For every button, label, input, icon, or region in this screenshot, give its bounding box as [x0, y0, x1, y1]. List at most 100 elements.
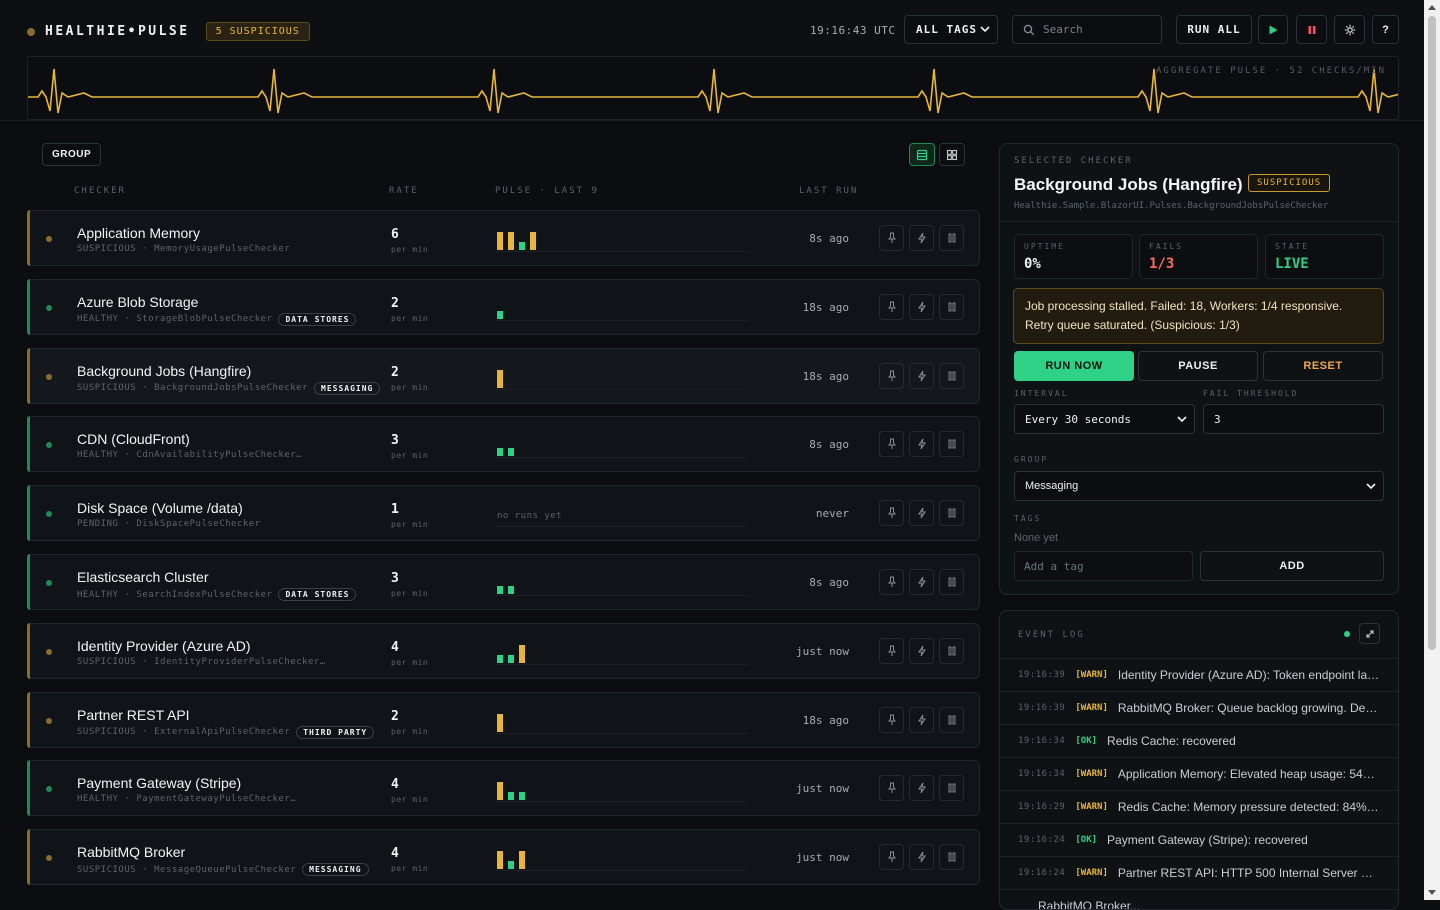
pause-icon [948, 783, 955, 793]
pause-checker-button[interactable] [939, 637, 964, 664]
help-button[interactable]: ? [1372, 15, 1399, 44]
checker-class: BackgroundJobsPulseChecker [154, 383, 308, 394]
scroll-down-arrow-icon[interactable] [1428, 890, 1436, 895]
checker-row[interactable]: Application Memory SUSPICIOUS · MemoryUsa… [27, 210, 980, 266]
pin-button[interactable] [879, 431, 904, 458]
pause-checker-button[interactable] [939, 706, 964, 733]
pin-button[interactable] [879, 293, 904, 320]
checker-meta: SUSPICIOUS · BackgroundJobsPulseChecker ME… [77, 381, 381, 395]
pause-checker-button[interactable] [939, 362, 964, 389]
interval-select[interactable]: Every 30 seconds [1014, 404, 1195, 434]
suspicious-count-badge[interactable]: 5 SUSPICIOUS [205, 22, 310, 41]
checker-row[interactable]: Partner REST API SUSPICIOUS · ExternalApi… [27, 691, 980, 748]
pin-button[interactable] [879, 844, 904, 871]
checker-row[interactable]: Disk Space (Volume /data) PENDING · DiskS… [27, 485, 980, 542]
run-checker-button[interactable] [909, 225, 934, 251]
pause-checker-button[interactable] [939, 293, 964, 320]
checker-status: SUSPICIOUS [77, 727, 137, 738]
pause-checker-button[interactable] [939, 431, 964, 458]
group-chip[interactable]: DATA STORES [278, 312, 357, 326]
add-tag-input[interactable] [1024, 559, 1184, 573]
event-log-row: 19:16:24 [OK] Payment Gateway (Stripe): … [1000, 823, 1398, 856]
list-view-toggle[interactable] [909, 143, 935, 166]
run-all-button[interactable]: RUN ALL [1176, 15, 1252, 44]
checker-row[interactable]: CDN (CloudFront) HEALTHY · CdnAvailabilit… [27, 416, 980, 473]
add-tag-field[interactable] [1014, 551, 1193, 581]
page-scrollbar[interactable] [1424, 0, 1440, 900]
pin-button[interactable] [879, 225, 904, 251]
list-view-icon [916, 149, 928, 160]
run-checker-button[interactable] [909, 293, 934, 320]
search-input[interactable] [1043, 23, 1153, 36]
checker-row[interactable]: Identity Provider (Azure AD) SUSPICIOUS ·… [27, 622, 980, 679]
rate-unit: per min [391, 864, 429, 874]
pin-button[interactable] [879, 706, 904, 733]
pulse-line [28, 68, 1398, 114]
pause-all-button[interactable] [1296, 15, 1327, 44]
pause-checker-button[interactable] [939, 225, 964, 251]
pause-button[interactable]: PAUSE [1138, 351, 1258, 381]
pause-checker-button[interactable] [939, 500, 964, 527]
pause-checker-button[interactable] [939, 844, 964, 871]
run-checker-button[interactable] [909, 844, 934, 871]
aggregate-pulse-strip: AGGREGATE PULSE · 52 CHECKS/MIN [27, 56, 1399, 120]
pulse-sparkline [496, 364, 748, 390]
chevron-down-icon [1366, 483, 1376, 490]
run-checker-button[interactable] [909, 706, 934, 733]
add-tag-button[interactable]: ADD [1200, 551, 1384, 581]
scroll-up-arrow-icon[interactable] [1428, 5, 1436, 10]
run-checker-button[interactable] [909, 500, 934, 527]
fail-threshold-input[interactable]: 3 [1203, 404, 1384, 434]
expand-log-button[interactable] [1359, 623, 1380, 644]
scrollbar-thumb[interactable] [1428, 16, 1436, 650]
row-status-dot [46, 304, 52, 311]
pause-icon [948, 715, 955, 725]
checker-row[interactable]: Payment Gateway (Stripe) HEALTHY · Paymen… [27, 760, 980, 817]
group-chip[interactable]: MESSAGING [314, 381, 381, 395]
run-checker-button[interactable] [909, 637, 934, 664]
group-toggle-button[interactable]: GROUP [42, 143, 102, 166]
no-runs-text: no runs yet [497, 511, 563, 522]
checker-rate: 4 [391, 777, 399, 793]
pause-checker-button[interactable] [939, 775, 964, 802]
grid-view-toggle[interactable] [939, 143, 965, 166]
tags-filter-select[interactable]: ALL TAGS [904, 15, 998, 44]
last-run-time: 8s ago [809, 232, 849, 245]
run-checker-button[interactable] [909, 362, 934, 389]
row-status-accent [27, 829, 30, 886]
pin-button[interactable] [879, 362, 904, 389]
event-log-row: 19:16:34 [WARN] Application Memory: Elev… [1000, 757, 1398, 790]
checker-row[interactable]: Background Jobs (Hangfire) SUSPICIOUS · B… [27, 347, 980, 404]
checker-row[interactable]: Azure Blob Storage HEALTHY · StorageBlobP… [27, 278, 980, 335]
pulse-bar [530, 232, 536, 250]
checker-rate: 1 [391, 502, 399, 518]
settings-button[interactable] [1334, 15, 1365, 44]
group-chip[interactable]: THIRD PARTY [296, 725, 375, 739]
meta-separator: · [124, 589, 131, 600]
pause-checker-button[interactable] [939, 569, 964, 595]
rate-unit: per min [391, 451, 429, 461]
play-icon [1269, 25, 1278, 34]
group-select[interactable]: Messaging [1014, 471, 1384, 501]
search-box[interactable] [1012, 15, 1162, 44]
pin-button[interactable] [879, 500, 904, 527]
checker-row[interactable]: RabbitMQ Broker SUSPICIOUS · MessageQueue… [27, 829, 980, 886]
play-button[interactable] [1258, 15, 1288, 44]
pulse-bar [497, 369, 503, 388]
pin-icon [887, 851, 896, 863]
event-message: Payment Gateway (Stripe): recovered [1107, 833, 1308, 847]
group-chip[interactable]: DATA STORES [278, 588, 357, 601]
reset-button[interactable]: RESET [1263, 351, 1383, 381]
run-checker-button[interactable] [909, 775, 934, 802]
checker-name: Disk Space (Volume /data) [77, 500, 243, 517]
group-chip[interactable]: MESSAGING [302, 863, 369, 877]
pause-icon [948, 302, 955, 312]
run-checker-button[interactable] [909, 431, 934, 458]
pin-button[interactable] [879, 637, 904, 664]
checker-row[interactable]: Elasticsearch Cluster HEALTHY · SearchInd… [27, 554, 980, 610]
run-now-button[interactable]: RUN NOW [1014, 351, 1134, 381]
pin-button[interactable] [879, 569, 904, 595]
checker-status: HEALTHY [77, 794, 119, 805]
pin-button[interactable] [879, 775, 904, 802]
run-checker-button[interactable] [909, 569, 934, 595]
